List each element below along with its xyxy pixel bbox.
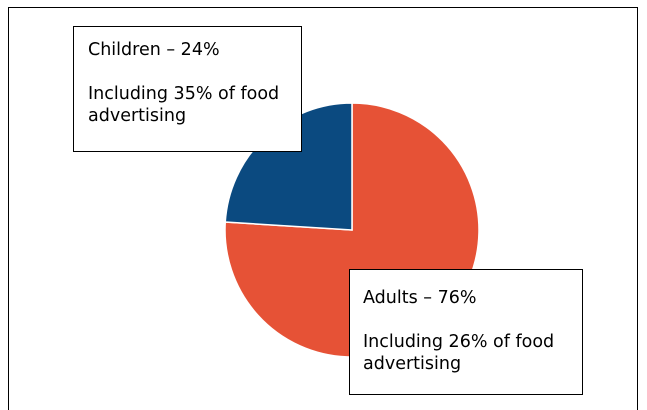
- adults-callout-spacer: [363, 309, 582, 331]
- adults-callout-detail-line-2: advertising: [363, 354, 462, 374]
- children-callout-spacer: [88, 61, 301, 83]
- children-callout-heading: Children – 24%: [88, 40, 220, 60]
- children-callout-detail-line-1: Including 35% of food: [88, 84, 280, 104]
- adults-callout-heading: Adults – 76%: [363, 288, 477, 308]
- adults-callout: Adults – 76% Including 26% of food adver…: [349, 269, 583, 395]
- children-callout-detail-line-2: advertising: [88, 106, 187, 126]
- adults-callout-detail-line-1: Including 26% of food: [363, 332, 555, 352]
- children-callout: Children – 24% Including 35% of food adv…: [73, 26, 302, 152]
